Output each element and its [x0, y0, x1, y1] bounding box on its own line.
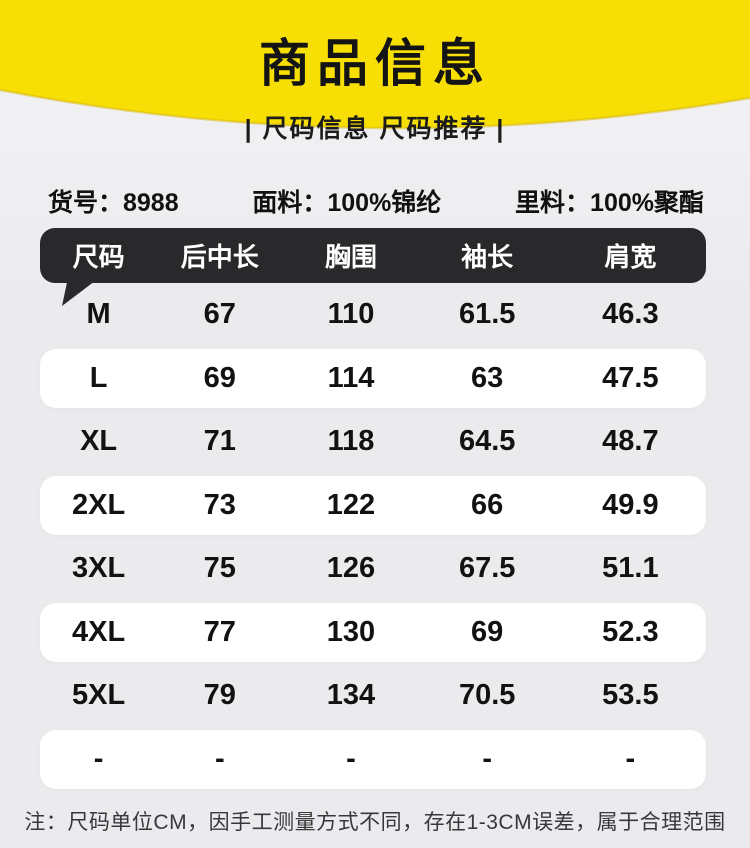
cell-chest: 130 — [326, 615, 376, 648]
cell-size: 5XL — [72, 679, 126, 712]
table-row-3xl: 3XL 75 126 67.5 51.1 — [40, 537, 706, 601]
cell-shoulder: 51.1 — [602, 552, 659, 585]
cell-size: XL — [80, 425, 118, 458]
cell-shoulder: - — [625, 742, 636, 775]
cell-shoulder: 48.7 — [602, 425, 659, 458]
table-row-4xl: 4XL 77 130 69 52.3 — [40, 602, 706, 662]
product-info-row: 货号：8988 面料：100%锦纶 里料：100%聚酯 — [0, 183, 750, 219]
cell-chest: 110 — [327, 298, 375, 331]
cell-size: - — [93, 742, 104, 775]
cell-back: 77 — [203, 615, 236, 648]
cell-back: - — [214, 742, 225, 775]
banner-background — [0, 0, 750, 130]
table-row-xl: XL 71 118 64.5 48.7 — [40, 410, 706, 474]
cell-sleeve: 67.5 — [458, 552, 516, 585]
lining-info: 里料：100%聚酯 — [515, 189, 704, 217]
cell-chest: 118 — [327, 425, 375, 458]
cell-size: M — [86, 298, 111, 331]
table-row-2xl: 2XL 73 122 66 49.9 — [40, 475, 706, 535]
cell-chest: 114 — [327, 361, 375, 394]
cell-size: 4XL — [72, 615, 126, 648]
cell-size: 2XL — [72, 488, 126, 521]
cell-back: 75 — [203, 552, 236, 585]
cell-shoulder: 53.5 — [602, 679, 659, 712]
cell-sleeve: 66 — [471, 488, 504, 521]
cell-chest: 134 — [326, 679, 376, 712]
table-row-m: M 67 110 61.5 46.3 — [40, 283, 706, 347]
cell-sleeve: 63 — [471, 361, 504, 394]
cell-size: 3XL — [72, 552, 126, 585]
size-note: 注：尺码单位CM，因手工测量方式不同，存在1-3CM误差，属于合理范围 — [24, 811, 726, 834]
cell-back: 69 — [203, 361, 236, 394]
cell-sleeve: 70.5 — [458, 679, 516, 712]
header-cell-back-length: 后中长 — [180, 242, 259, 272]
banner-curve-edge — [0, 88, 750, 130]
table-row-l: L 69 114 63 47.5 — [40, 348, 706, 408]
cell-size: L — [89, 361, 108, 394]
table-row-5xl: 5XL 79 134 70.5 53.5 — [40, 664, 706, 728]
header-cell-chest: 胸围 — [324, 242, 377, 272]
size-table: 尺码 后中长 胸围 袖长 肩宽 M 67 110 61.5 46.3 L 69 … — [40, 228, 706, 791]
banner-yellow-shape — [0, 0, 750, 129]
size-table-header: 尺码 后中长 胸围 袖长 肩宽 — [40, 228, 706, 306]
header-cell-sleeve: 袖长 — [461, 242, 514, 272]
cell-chest: 126 — [326, 552, 376, 585]
table-row-empty: - - - - - — [40, 729, 706, 789]
cell-back: 71 — [203, 425, 236, 458]
page-title: 商品信息 — [258, 35, 491, 92]
cell-shoulder: 52.3 — [602, 615, 659, 648]
cell-sleeve: 69 — [471, 615, 504, 648]
cell-chest: 122 — [326, 488, 376, 521]
cell-shoulder: 46.3 — [602, 298, 659, 331]
cell-back: 67 — [203, 298, 236, 331]
banner-subtitle: | 尺码信息 尺码推荐 | — [244, 115, 506, 143]
header-cell-size: 尺码 — [72, 242, 125, 272]
cell-shoulder: 47.5 — [602, 361, 659, 394]
item-number: 货号：8988 — [48, 189, 179, 217]
cell-back: 79 — [203, 679, 236, 712]
cell-back: 73 — [203, 488, 236, 521]
cell-shoulder: 49.9 — [602, 488, 659, 521]
cell-sleeve: 61.5 — [458, 298, 516, 331]
fabric-info: 面料：100%锦纶 — [252, 189, 442, 217]
cell-sleeve: 64.5 — [458, 425, 516, 458]
banner: 商品信息 | 尺码信息 尺码推荐 | — [0, 0, 750, 145]
cell-chest: - — [346, 742, 356, 775]
cell-sleeve: - — [482, 742, 493, 775]
header-cell-shoulder: 肩宽 — [604, 242, 657, 272]
